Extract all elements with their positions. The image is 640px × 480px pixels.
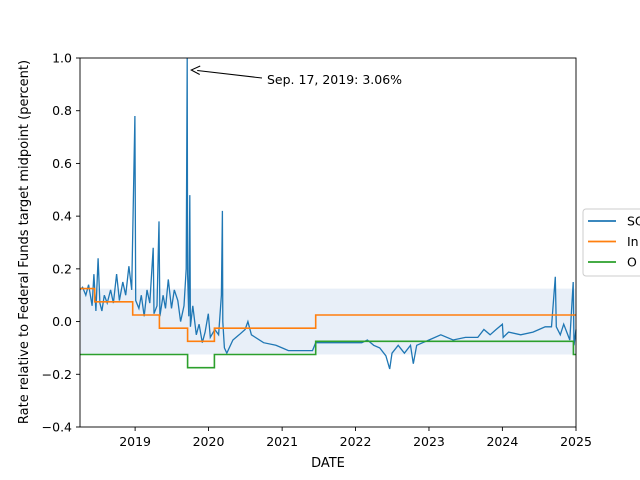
series-line-so	[79, 57, 577, 370]
series-line-o	[80, 340, 576, 369]
x-tick-label: 2025	[560, 434, 592, 449]
x-tick-label: 2019	[119, 434, 151, 449]
x-tick-label: 2023	[413, 434, 445, 449]
y-tick-label: −0.4	[42, 420, 72, 435]
legend-box	[582, 208, 640, 277]
legend: SO In O	[582, 208, 640, 277]
annotation-text: Sep. 17, 2019: 3.06%	[267, 72, 402, 87]
annotation-arrow-line	[197, 70, 263, 79]
series-line-in	[80, 287, 576, 343]
y-tick-label: 0.4	[52, 209, 72, 224]
series-layer	[79, 57, 577, 370]
x-axis-label: DATE	[311, 456, 345, 471]
plot-frame	[79, 57, 577, 428]
y-tick-label: 0.0	[52, 314, 72, 329]
y-tick-label: 0.6	[52, 156, 72, 171]
y-tick-label: 0.8	[52, 103, 72, 118]
annotation-layer: Sep. 17, 2019: 3.06%	[190, 65, 402, 87]
legend-label-o: O	[627, 255, 637, 270]
annotation-arrow-head	[190, 65, 201, 75]
y-tick-label: 0.2	[52, 261, 72, 276]
x-tick-label: 2022	[340, 434, 372, 449]
y-tick-label: −0.2	[42, 367, 72, 382]
legend-label-in: In	[627, 234, 639, 249]
y-axis-label: Rate relative to Federal Funds target mi…	[17, 60, 32, 424]
y-tick-label: 1.0	[52, 51, 72, 66]
axes-layer: −0.4 −0.2 0.0 0.2 0.4 0.6 0.8 1.0 2019 2020 2021 20…	[42, 51, 592, 450]
x-tick-label: 2024	[486, 434, 518, 449]
legend-label-so: SO	[627, 214, 640, 229]
x-tick-label: 2021	[266, 434, 298, 449]
x-tick-label: 2020	[193, 434, 225, 449]
